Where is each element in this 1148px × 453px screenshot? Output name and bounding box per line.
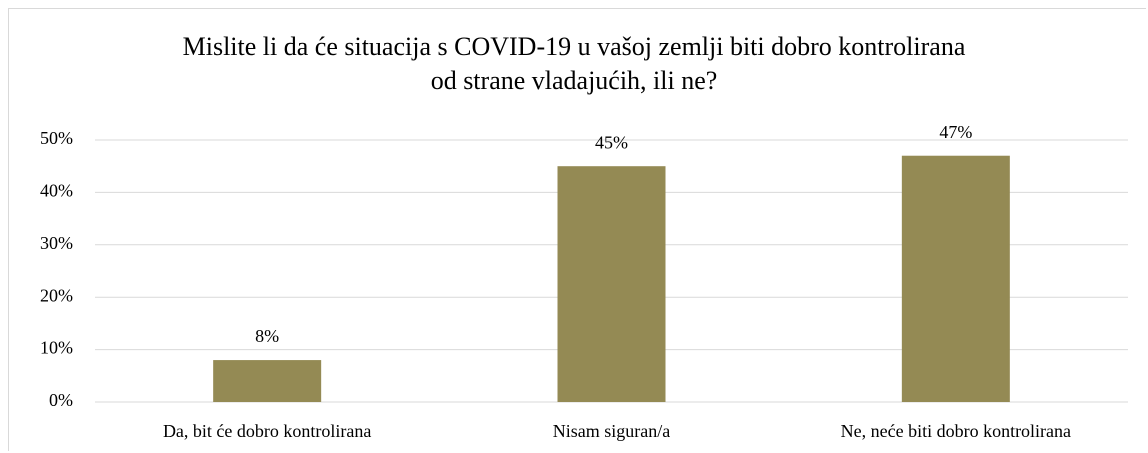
- x-tick-label: Ne, neće biti dobro kontrolirana: [841, 421, 1071, 441]
- data-label: 47%: [939, 122, 972, 142]
- bar: [557, 166, 666, 402]
- y-tick-label: 20%: [40, 285, 73, 305]
- x-tick-label: Nisam siguran/a: [553, 421, 670, 441]
- chart-frame: [8, 8, 1146, 451]
- chart-title: Mislite li da će situacija s COVID-19 u …: [182, 32, 966, 95]
- bar: [901, 155, 1010, 402]
- y-tick-label: 0%: [49, 390, 73, 410]
- y-tick-label: 10%: [40, 338, 73, 358]
- data-label: 8%: [255, 326, 279, 346]
- y-tick-label: 40%: [40, 181, 73, 201]
- bar: [213, 360, 322, 402]
- y-tick-label: 30%: [40, 233, 73, 253]
- x-tick-label: Da, bit će dobro kontrolirana: [163, 421, 371, 441]
- data-label: 45%: [595, 132, 628, 152]
- y-tick-label: 50%: [40, 128, 73, 148]
